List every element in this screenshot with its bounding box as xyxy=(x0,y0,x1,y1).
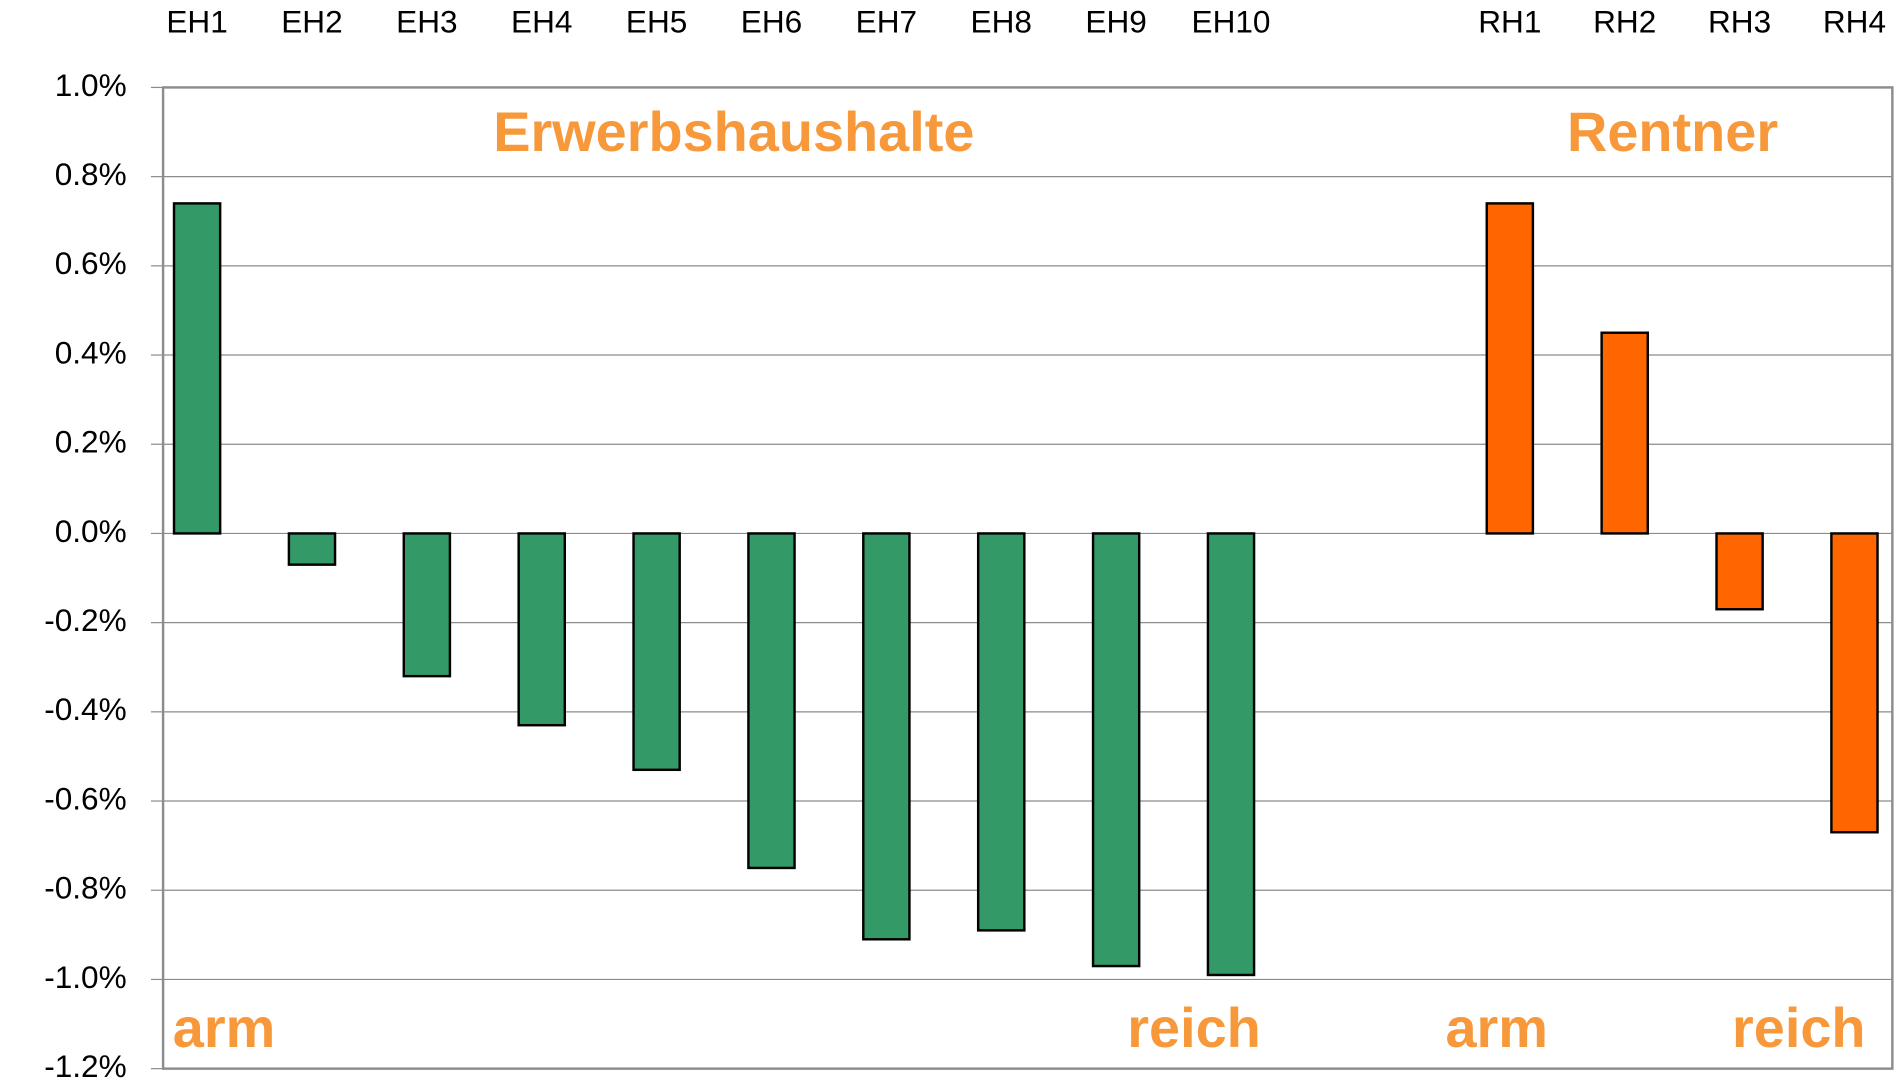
bar xyxy=(1830,532,1879,834)
high-label: reich xyxy=(1127,996,1261,1059)
y-tick-label: -1.0% xyxy=(44,959,126,995)
x-tick-label: EH3 xyxy=(396,4,457,40)
bar xyxy=(976,532,1026,932)
bar xyxy=(1485,202,1535,535)
y-tick-label: 0.0% xyxy=(55,513,127,549)
x-tick-label: EH6 xyxy=(741,4,802,40)
x-tick-label: RH4 xyxy=(1823,4,1886,40)
x-tick-label: EH10 xyxy=(1192,4,1271,40)
low-label: arm xyxy=(173,996,275,1059)
group-label: Rentner xyxy=(1567,100,1778,163)
bar xyxy=(1206,532,1256,977)
low-label: arm xyxy=(1445,996,1547,1059)
x-tick-label: RH2 xyxy=(1593,4,1656,40)
x-tick-label: RH1 xyxy=(1478,4,1541,40)
plot-frame xyxy=(161,86,1894,1070)
bar xyxy=(1600,331,1649,535)
x-tick-label: EH1 xyxy=(166,4,227,40)
bar xyxy=(517,532,567,727)
y-tick-label: 0.8% xyxy=(55,156,127,192)
y-tick-label: -1.2% xyxy=(44,1048,126,1082)
bar xyxy=(1715,532,1764,611)
y-tick-label: -0.6% xyxy=(44,780,126,816)
bar xyxy=(1091,532,1141,968)
y-tick-label: 0.2% xyxy=(55,424,127,460)
x-tick-label: RH3 xyxy=(1708,4,1771,40)
y-tick-label: 1.0% xyxy=(55,67,127,103)
bar xyxy=(402,532,452,678)
bar xyxy=(747,532,796,870)
group-label: Erwerbshaushalte xyxy=(493,100,974,163)
y-tick-label: -0.8% xyxy=(44,870,126,906)
x-tick-label: EH2 xyxy=(281,4,342,40)
x-tick-label: EH4 xyxy=(511,4,572,40)
bar xyxy=(287,532,337,566)
y-tick-label: 0.6% xyxy=(55,245,127,281)
high-label: reich xyxy=(1732,996,1866,1059)
y-tick-label: -0.4% xyxy=(44,691,126,727)
x-tick-label: EH5 xyxy=(626,4,687,40)
x-tick-label: EH8 xyxy=(971,4,1032,40)
x-tick-label: EH9 xyxy=(1085,4,1146,40)
bar xyxy=(172,202,222,535)
y-tick-label: 0.4% xyxy=(55,334,127,370)
bar xyxy=(632,532,681,772)
y-tick-label: -0.2% xyxy=(44,602,126,638)
x-tick-label: EH7 xyxy=(856,4,917,40)
bar xyxy=(862,532,911,941)
